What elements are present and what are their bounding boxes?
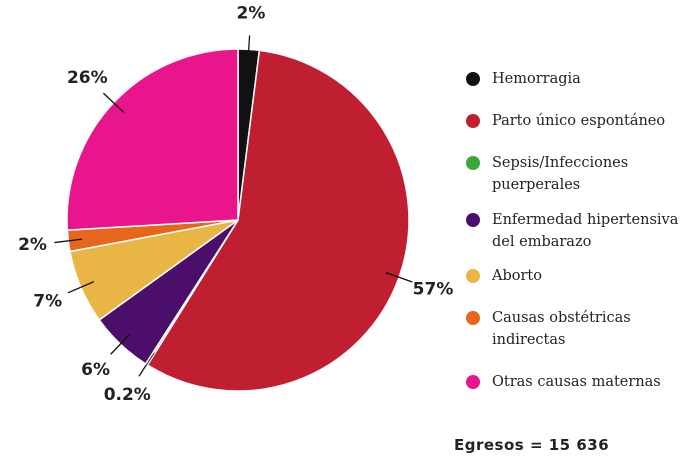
data-label: 6% xyxy=(81,360,110,380)
data-label: 2% xyxy=(18,235,47,255)
leader-line xyxy=(385,272,413,283)
legend-entry: Aborto xyxy=(466,265,696,287)
legend-label: Hemorragia xyxy=(492,71,581,87)
legend-entry: Enfermedad hipertensiva del embarazo xyxy=(466,209,696,253)
legend-label: Otras causas maternas xyxy=(492,374,661,390)
legend-label: Parto único espontáneo xyxy=(492,113,666,129)
leader-line xyxy=(110,333,131,355)
legend-label: Enfermedad hipertensiva del embarazo xyxy=(492,212,679,250)
legend-label: Causas obstétricas indirectas xyxy=(492,310,631,348)
data-label: 0.2% xyxy=(104,385,151,405)
legend-entry: Parto único espontáneo xyxy=(466,110,696,132)
data-label: 2% xyxy=(237,3,266,23)
leader-line xyxy=(138,352,155,377)
legend-swatch xyxy=(466,114,480,128)
leader-line xyxy=(54,238,83,244)
data-label: 7% xyxy=(33,291,62,311)
annotation: Egresos = 15 636 xyxy=(454,436,610,454)
legend-label: Sepsis/Infecciones puerperales xyxy=(492,155,629,193)
leader-line xyxy=(102,92,125,113)
legend-swatch xyxy=(466,213,480,227)
legend-label: Aborto xyxy=(492,268,542,284)
data-label: 26% xyxy=(67,68,108,88)
legend-swatch xyxy=(466,311,480,325)
legend-entry: Otras causas maternas xyxy=(466,371,696,393)
legend-entry: Causas obstétricas indirectas xyxy=(466,307,696,351)
legend-swatch xyxy=(466,375,480,389)
legend-entry: Sepsis/Infecciones puerperales xyxy=(466,152,696,196)
data-label: 57% xyxy=(413,279,454,299)
legend-swatch xyxy=(466,269,480,283)
leader-line xyxy=(67,281,94,294)
legend-swatch xyxy=(466,156,480,170)
legend-entry: Hemorragia xyxy=(466,68,696,90)
chart: 2% 57% 0.2% 6% 7% 2% 26% xyxy=(18,3,454,405)
leader-line xyxy=(247,35,251,64)
legend-swatch xyxy=(466,72,480,86)
